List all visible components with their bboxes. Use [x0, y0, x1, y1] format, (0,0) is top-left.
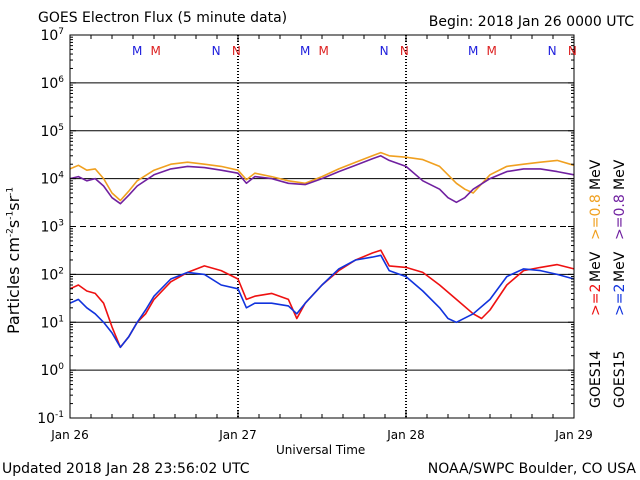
y-tick-label: 103 [40, 219, 64, 236]
y-tick-label: 10-1 [37, 410, 64, 427]
y-axis-label-s: s [4, 219, 23, 229]
orbit-marker: N [380, 44, 389, 58]
series-line-1 [69, 155, 575, 205]
y-tick-label: 105 [40, 123, 64, 140]
orbit-marker: M [468, 44, 478, 58]
y-tick-label: 107 [40, 27, 64, 44]
legend-goes15-high: >=0.8 [612, 194, 628, 240]
y-axis-label-sr: sr [4, 195, 23, 211]
legend-goes15-low-unit: MeV [612, 251, 628, 282]
axis-ticks: 10-1 100 101 102 103 104 105 106 107 Jan 26 Jan 27… [37, 27, 593, 442]
y-axis-label-exp2: -1 [5, 210, 16, 220]
legend-goes14-low-unit: MeV [588, 251, 604, 282]
y-axis-label-exp3: -1 [5, 186, 16, 196]
orbit-marker: N [212, 44, 221, 58]
credit: NOAA/SWPC Boulder, CO USA [427, 461, 636, 477]
orbit-marker: M [151, 44, 161, 58]
x-tick-label: Jan 29 [554, 428, 593, 442]
series-lines [69, 151, 575, 349]
legend-goes14: GOES14 [588, 350, 604, 408]
x-tick-label: Jan 27 [218, 428, 257, 442]
x-tick-label: Jan 26 [50, 428, 89, 442]
chart-title: GOES Electron Flux (5 minute data) [38, 10, 288, 26]
y-tick-label: 106 [40, 75, 64, 92]
y-axis-label-exp1: -2 [5, 228, 16, 238]
orbit-marker: M [319, 44, 329, 58]
legend-goes14-low: >=2 [588, 283, 604, 316]
y-axis-label: Particles cm-2s-1sr-1 [4, 187, 23, 334]
legend-goes15-low: >=2 [612, 283, 628, 316]
orbit-marker: M [300, 44, 310, 58]
y-tick-label: 100 [40, 362, 64, 379]
begin-time: Begin: 2018 Jan 26 0000 UTC [428, 14, 634, 30]
orbit-marker: M [132, 44, 142, 58]
orbit-marker: N [548, 44, 557, 58]
series-line-0 [69, 151, 575, 202]
legend-goes15-high-unit: MeV [612, 159, 628, 190]
legend-goes15: GOES15 [612, 350, 628, 408]
orbit-marker: N [400, 44, 409, 58]
y-tick-label: 104 [40, 171, 64, 188]
legend-goes14-high: >=0.8 [588, 194, 604, 240]
plot-grid [70, 35, 574, 418]
y-axis-label-main: Particles cm [4, 237, 23, 334]
x-axis-label: Universal Time [276, 443, 366, 457]
orbit-marker: M [487, 44, 497, 58]
legend-goes14-high-unit: MeV [588, 159, 604, 190]
y-tick-label: 102 [40, 266, 64, 283]
orbit-marker: N [568, 44, 577, 58]
series-line-3 [69, 254, 575, 349]
series-line-2 [69, 249, 575, 349]
orbit-marker: N [232, 44, 241, 58]
y-tick-label: 101 [40, 314, 64, 331]
updated-time: Updated 2018 Jan 28 23:56:02 UTC [2, 461, 250, 477]
x-tick-label: Jan 28 [386, 428, 425, 442]
